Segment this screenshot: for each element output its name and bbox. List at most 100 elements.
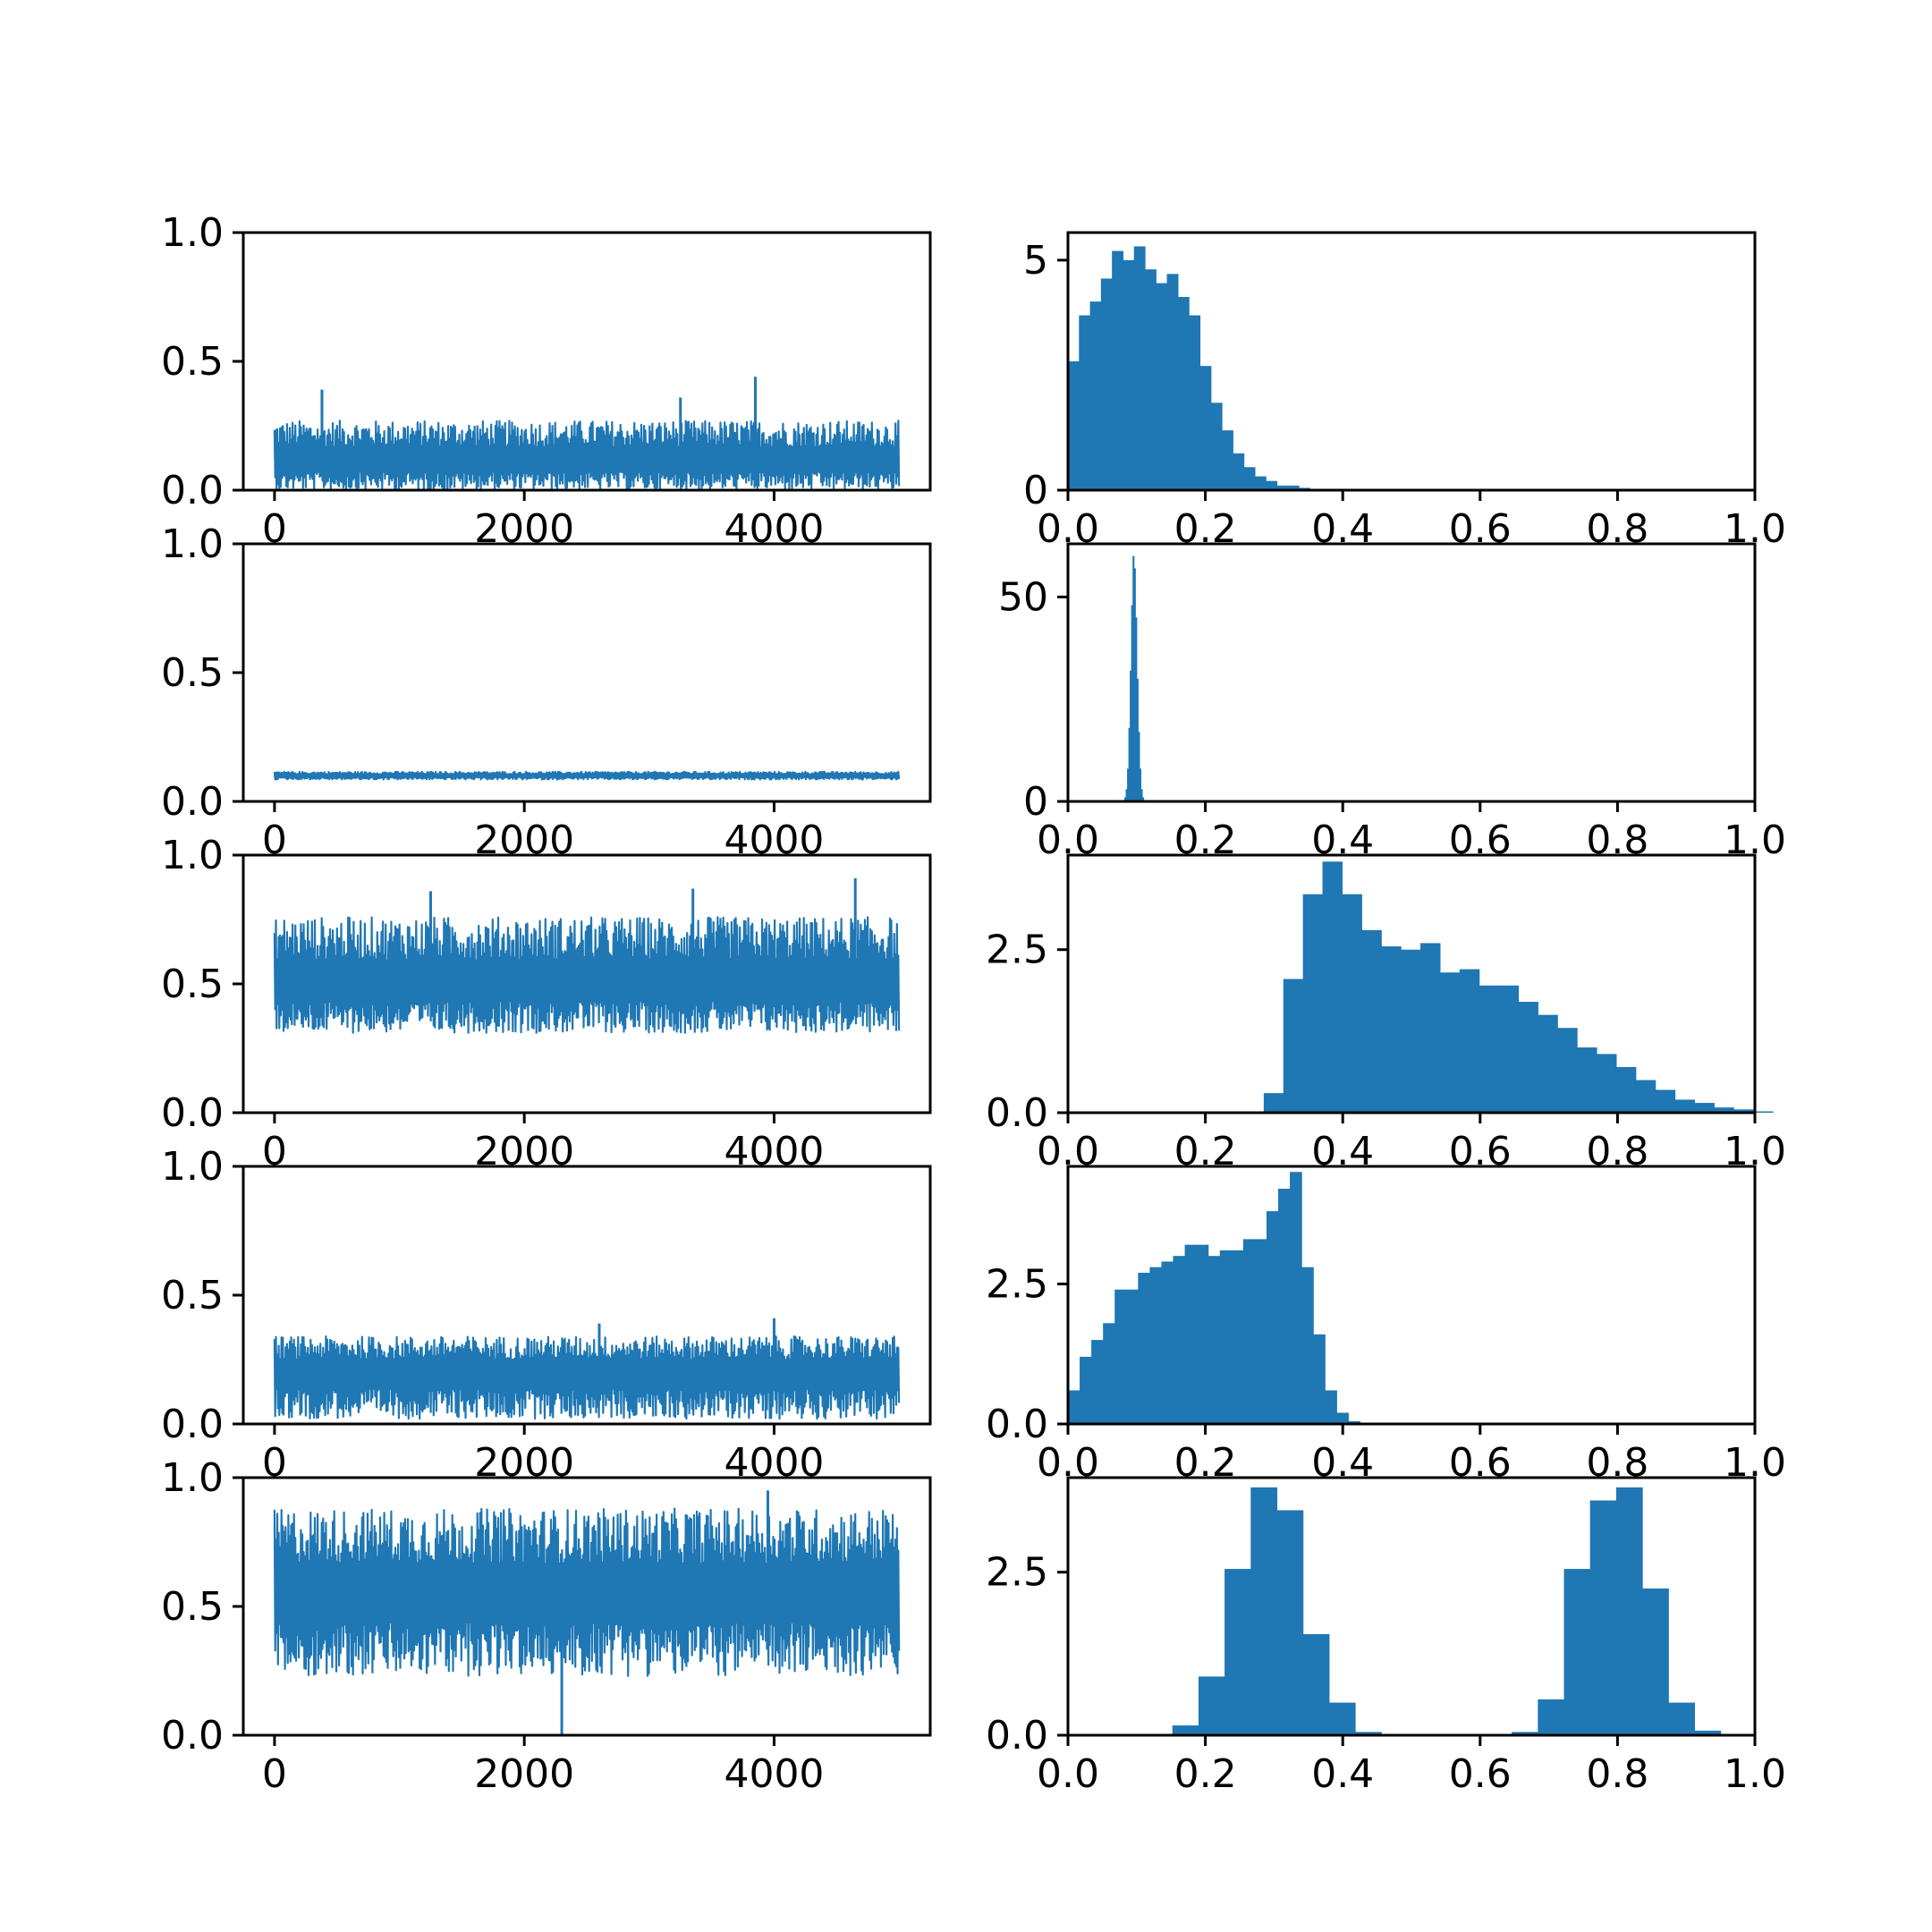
histogram-bar [1130,670,1132,801]
axes-background [243,544,930,801]
histogram-bar [1149,1267,1163,1424]
histogram-bar [1278,1189,1291,1424]
trace-line [273,1507,901,1677]
histogram-bar [1138,1272,1150,1424]
histogram-bar [1589,1500,1617,1735]
axes-frame [1066,542,1757,803]
histogram-bar [1557,1028,1578,1113]
y-tick-label: 5 [1023,238,1048,284]
x-tick-label: 0.4 [1311,1751,1374,1797]
y-tick-label: 50 [998,574,1048,620]
histogram-bar [1512,1732,1538,1735]
y-tick-label: 2.5 [986,1550,1048,1596]
histogram-bar [1199,366,1212,490]
histogram-bar [1263,1093,1284,1113]
histogram-bar [1266,1211,1279,1424]
histogram-bar [1254,1239,1267,1424]
y-tick-label: 1.0 [161,833,224,878]
histogram-bar [1141,797,1145,801]
histogram-bar [1091,1340,1104,1424]
hist-3: 0.02.50.0 0.2 0.4 0.6 0.8 1.0 [986,853,1786,1174]
trace-4: 0.00.51.00 2000 4000 [161,1144,932,1486]
histogram-bar [1173,1256,1186,1424]
y-tick-label: 0.0 [161,1402,224,1447]
histogram-bar [1208,1256,1221,1424]
histogram-bar [1133,568,1136,801]
histogram-bar [1198,1676,1225,1735]
histogram-bar [1219,1250,1233,1424]
histogram-bar [1563,1569,1591,1735]
trace-5: 0.0 0.5 1.0 0 2000 4000 [161,1455,932,1797]
axes-frame [1066,1476,1757,1737]
histogram-bar [1538,1699,1565,1735]
histogram-bar [1089,301,1102,490]
histogram-bar [1642,1588,1669,1735]
x-tick-label: 0.8 [1586,1751,1648,1797]
histogram-bar [1254,476,1267,490]
histogram-bar [1498,985,1520,1113]
histogram-bar [1419,943,1441,1113]
histogram-bar [1276,1510,1304,1735]
histogram-bar [1243,467,1256,490]
histogram-bar [1145,269,1157,490]
histogram-bar [1290,1172,1302,1424]
axes-frame [1066,231,1757,492]
y-tick-label: 0 [1023,779,1048,825]
trace-line [273,419,901,492]
trace-3: 0.00.51.00 2000 4000 [161,833,932,1174]
y-tick-label: 1.0 [161,1455,224,1501]
histogram-bar [1136,678,1139,801]
axes-frame [1066,853,1757,1114]
histogram-bar [1131,605,1133,801]
x-tick-label: 4000 [724,1751,824,1797]
histogram-bar [1125,789,1128,801]
histogram-bar [1132,555,1135,801]
histogram-bar [1222,430,1233,490]
y-tick-label: 0.0 [161,1713,224,1758]
histogram-bar [1128,727,1131,801]
histogram-bar [1135,617,1138,801]
y-tick-label: 0.5 [161,650,224,696]
histogram-bar [1361,929,1382,1113]
histogram-bar [1224,1569,1251,1735]
histogram-bar [1276,485,1289,490]
histogram-bar [1694,1730,1722,1735]
histogram-bar [1196,1244,1209,1424]
histogram-bar [1242,1239,1256,1424]
histogram-bar [1189,315,1201,490]
histogram-bar [1126,1289,1139,1424]
histogram-bar [1313,1334,1326,1424]
trace-line [273,770,901,781]
trace-line [273,916,901,1034]
histogram-bar [1112,250,1124,490]
y-tick-label: 0.5 [161,1584,224,1630]
hist-1: 050.0 0.2 0.4 0.6 0.8 1.0 [1023,231,1786,552]
x-tick-label: 0.6 [1449,1751,1512,1797]
histogram-bar [1596,1054,1617,1113]
histogram-bar [1401,949,1421,1113]
histogram-bar [1287,485,1300,490]
histogram-bar [1342,894,1362,1113]
histogram-bar [1348,1420,1360,1424]
x-tick-label: 1.0 [1724,1751,1786,1797]
x-tick-label: 0.0 [1037,1751,1099,1797]
hist-5: 0.0 2.5 0.0 0.2 0.4 0.6 0.8 1.0 [986,1476,1786,1797]
trace-line [273,1335,901,1420]
y-tick-label: 2.5 [986,928,1048,973]
histogram-bar [1140,789,1143,801]
histogram-bar [1138,732,1140,801]
histogram-bar [1231,1250,1244,1424]
histogram-bar [1538,1014,1558,1113]
histogram-bar [1336,1412,1349,1424]
y-tick-label: 0.0 [986,1402,1048,1447]
hist-4: 0.02.50.0 0.2 0.4 0.6 0.8 1.0 [986,1165,1786,1486]
y-tick-label: 0.5 [161,339,224,385]
histogram-bar [1694,1103,1715,1113]
y-tick-label: 0 [1023,468,1048,513]
y-tick-label: 1.0 [161,1144,224,1190]
x-tick-label: 2000 [474,1751,574,1797]
histogram-bar [1302,1633,1330,1735]
histogram-bar [1577,1047,1597,1113]
